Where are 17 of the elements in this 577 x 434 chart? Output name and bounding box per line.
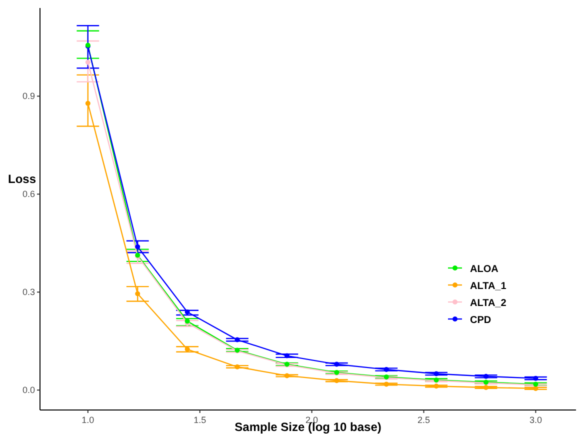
point — [85, 100, 90, 106]
y-tick-label: 0.3 — [22, 287, 35, 298]
x-tick-label: 3.0 — [529, 415, 542, 425]
legend-label: ALOA — [470, 264, 498, 275]
x-tick-label: 1.0 — [82, 415, 94, 425]
x-tick-label: 2.5 — [417, 415, 430, 425]
point — [135, 291, 140, 296]
y-tick-label: 0.9 — [22, 91, 35, 102]
y-axis-title: Loss — [8, 172, 36, 186]
x-tick-label: 1.5 — [194, 415, 206, 425]
point — [85, 60, 90, 65]
legend-label: CPD — [470, 315, 492, 326]
point — [135, 244, 140, 250]
legend-label: ALTA_1 — [470, 281, 507, 292]
legend-label: ALTA_2 — [470, 298, 507, 309]
y-tick-label: 0.6 — [22, 189, 35, 200]
y-tick-label: 0.0 — [22, 385, 35, 396]
